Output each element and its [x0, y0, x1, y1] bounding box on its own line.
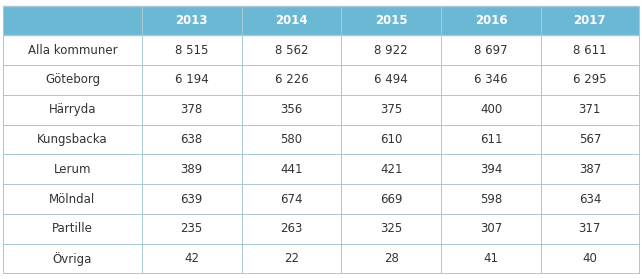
Text: 235: 235	[180, 222, 203, 235]
Text: 8 562: 8 562	[275, 44, 308, 57]
Text: 6 346: 6 346	[474, 73, 508, 86]
Text: 6 226: 6 226	[275, 73, 308, 86]
Bar	[3, 244, 639, 273]
Text: Mölndal: Mölndal	[49, 193, 96, 206]
Text: 2016: 2016	[474, 14, 507, 27]
Bar	[3, 184, 639, 214]
Text: 394: 394	[480, 163, 502, 176]
Bar	[3, 154, 639, 184]
Text: 371: 371	[578, 103, 601, 116]
Text: 2015: 2015	[375, 14, 408, 27]
Text: 387: 387	[578, 163, 601, 176]
Text: 389: 389	[180, 163, 203, 176]
Text: 611: 611	[480, 133, 502, 146]
Text: 2013: 2013	[175, 14, 208, 27]
Text: 567: 567	[578, 133, 601, 146]
Text: 42: 42	[184, 252, 199, 265]
Text: 317: 317	[578, 222, 601, 235]
Text: 8 611: 8 611	[573, 44, 607, 57]
Text: Övriga: Övriga	[53, 252, 92, 266]
Text: 375: 375	[380, 103, 403, 116]
Text: 6 494: 6 494	[374, 73, 408, 86]
Text: Alla kommuner: Alla kommuner	[28, 44, 117, 57]
Text: 2014: 2014	[275, 14, 308, 27]
Text: Partille: Partille	[52, 222, 93, 235]
Text: Kungsbacka: Kungsbacka	[37, 133, 108, 146]
Text: 669: 669	[380, 193, 403, 206]
Bar	[3, 125, 639, 154]
Text: 8 697: 8 697	[474, 44, 508, 57]
Text: Göteborg: Göteborg	[45, 73, 100, 86]
Text: 325: 325	[380, 222, 403, 235]
Text: 638: 638	[180, 133, 203, 146]
Text: 40: 40	[582, 252, 597, 265]
Text: 6 194: 6 194	[175, 73, 209, 86]
Text: 634: 634	[578, 193, 601, 206]
Bar	[3, 6, 639, 35]
Text: Lerum: Lerum	[54, 163, 91, 176]
Text: 8 515: 8 515	[175, 44, 209, 57]
Text: 610: 610	[380, 133, 403, 146]
Text: 8 922: 8 922	[374, 44, 408, 57]
Text: 421: 421	[380, 163, 403, 176]
Bar	[3, 95, 639, 125]
Text: Härryda: Härryda	[49, 103, 96, 116]
Bar	[3, 65, 639, 95]
Bar	[3, 214, 639, 244]
Text: 356: 356	[281, 103, 302, 116]
Text: 263: 263	[281, 222, 302, 235]
Text: 598: 598	[480, 193, 502, 206]
Text: 580: 580	[281, 133, 302, 146]
Text: 441: 441	[280, 163, 302, 176]
Text: 400: 400	[480, 103, 502, 116]
Bar	[3, 35, 639, 65]
Text: 28: 28	[384, 252, 399, 265]
Text: 41: 41	[483, 252, 499, 265]
Text: 22: 22	[284, 252, 299, 265]
Text: 2017: 2017	[573, 14, 606, 27]
Text: 674: 674	[280, 193, 302, 206]
Text: 378: 378	[180, 103, 203, 116]
Text: 6 295: 6 295	[573, 73, 607, 86]
Text: 307: 307	[480, 222, 502, 235]
Text: 639: 639	[180, 193, 203, 206]
